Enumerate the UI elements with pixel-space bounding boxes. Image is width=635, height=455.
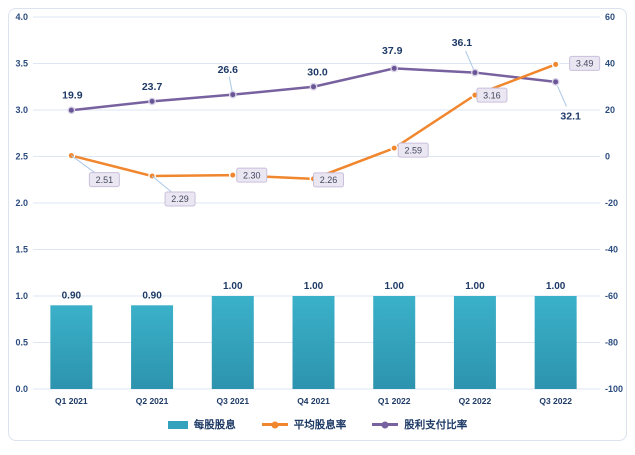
payout-ratio-value-label: 23.7 xyxy=(142,81,163,93)
left-axis-tick-label: 0.5 xyxy=(15,338,28,348)
bar xyxy=(50,305,93,389)
category-label: Q1 2022 xyxy=(378,396,411,406)
left-axis-tick-label: 4.0 xyxy=(15,12,28,22)
bar xyxy=(211,296,254,389)
payout-ratio-marker xyxy=(148,97,156,106)
legend-item-dividend-per-share: 每股股息 xyxy=(167,417,236,432)
payout-ratio-marker xyxy=(228,90,237,99)
dividend-yield-value-label: 2.26 xyxy=(320,175,338,185)
payout-ratio-value-label: 30.0 xyxy=(307,66,328,78)
bar-value-label: 1.00 xyxy=(384,281,404,292)
dividend-yield-marker xyxy=(228,171,237,180)
left-axis-tick-label: 2.0 xyxy=(15,198,28,208)
right-axis-tick-label: -20 xyxy=(605,198,618,208)
dividend-yield-value-label: 2.30 xyxy=(243,170,261,180)
dividend-yield-value-label: 2.51 xyxy=(96,175,114,185)
bar-value-label: 1.00 xyxy=(546,281,566,292)
right-axis-tick-label: -60 xyxy=(605,291,618,301)
dividend-yield-callout-box xyxy=(88,172,120,188)
bar-value-label: 1.00 xyxy=(465,281,485,292)
legend-label: 股利支付比率 xyxy=(404,419,468,431)
purple-line-marker-icon xyxy=(372,423,399,426)
bar-value-label: 1.00 xyxy=(223,281,243,292)
bar-swatch-icon xyxy=(167,420,188,429)
dividend-yield-value-label: 3.49 xyxy=(576,59,594,69)
left-axis-tick-label: 2.5 xyxy=(15,152,28,162)
dividend-yield-callout-box xyxy=(236,167,268,183)
dividend-yield-value-label: 3.16 xyxy=(483,90,501,100)
payout-ratio-marker xyxy=(67,106,76,115)
dividend-yield-callout-box xyxy=(569,55,601,71)
payout-ratio-marker xyxy=(390,64,399,73)
orange-line-marker-icon xyxy=(261,423,288,426)
right-axis-tick-label: 60 xyxy=(605,12,615,22)
category-label: Q3 2021 xyxy=(216,396,249,406)
payout-ratio-marker xyxy=(471,68,479,77)
bar xyxy=(453,296,496,389)
legend-item-dividend-payout-ratio: 股利支付比率 xyxy=(372,417,467,432)
right-axis-tick-label: -80 xyxy=(605,338,618,348)
right-axis-tick-label: 40 xyxy=(605,59,615,69)
payout-ratio-value-label: 32.1 xyxy=(560,110,581,122)
legend-label: 每股股息 xyxy=(193,419,236,431)
left-axis-tick-label: 3.5 xyxy=(15,59,28,69)
bar xyxy=(131,305,174,389)
bar-value-label: 0.90 xyxy=(142,290,162,301)
payout-ratio-marker xyxy=(551,77,560,86)
category-label: Q4 2021 xyxy=(297,396,330,406)
bar xyxy=(292,296,335,389)
left-axis-tick-label: 0.0 xyxy=(15,384,28,394)
label-leader-line xyxy=(465,50,474,70)
payout-ratio-value-label: 19.9 xyxy=(62,90,83,102)
label-leader-line xyxy=(228,76,233,92)
right-axis-tick-label: -100 xyxy=(605,384,623,394)
dividend-yield-callout-box xyxy=(476,87,508,103)
dividend-yield-callout-box xyxy=(164,191,196,207)
dividend-yield-callout-box xyxy=(397,142,429,158)
left-axis-tick-label: 1.0 xyxy=(15,291,28,301)
category-label: Q3 2022 xyxy=(539,396,572,406)
payout-ratio-value-label: 37.9 xyxy=(382,45,403,57)
legend-item-average-dividend-yield: 平均股息率 xyxy=(261,417,347,432)
bar xyxy=(534,296,577,389)
payout-ratio-value-label: 26.6 xyxy=(218,64,239,76)
chart-legend: 每股股息 平均股息率 股利支付比率 xyxy=(0,417,635,432)
dividend-yield-value-label: 2.59 xyxy=(404,145,422,155)
category-label: Q2 2021 xyxy=(136,396,169,406)
category-label: Q1 2021 xyxy=(55,396,88,406)
payout-ratio-marker xyxy=(309,82,318,91)
payout-ratio-value-label: 36.1 xyxy=(452,37,473,49)
label-leader-line xyxy=(556,85,567,107)
right-axis-tick-label: 20 xyxy=(605,105,615,115)
right-axis-tick-label: 0 xyxy=(605,152,610,162)
legend-label: 平均股息率 xyxy=(293,419,347,431)
dividend-yield-value-label: 2.29 xyxy=(171,194,189,204)
left-axis-tick-label: 3.0 xyxy=(15,105,28,115)
right-axis-tick-label: -40 xyxy=(605,245,618,255)
dividend-yield-callout-box xyxy=(313,172,344,188)
dividend-yield-marker xyxy=(390,144,399,153)
dividend-yield-marker xyxy=(551,60,560,69)
left-axis-tick-label: 1.5 xyxy=(15,245,28,255)
bar-value-label: 1.00 xyxy=(304,281,324,292)
bar-value-label: 0.90 xyxy=(62,290,82,301)
category-label: Q2 2022 xyxy=(459,396,492,406)
bar xyxy=(373,296,416,389)
